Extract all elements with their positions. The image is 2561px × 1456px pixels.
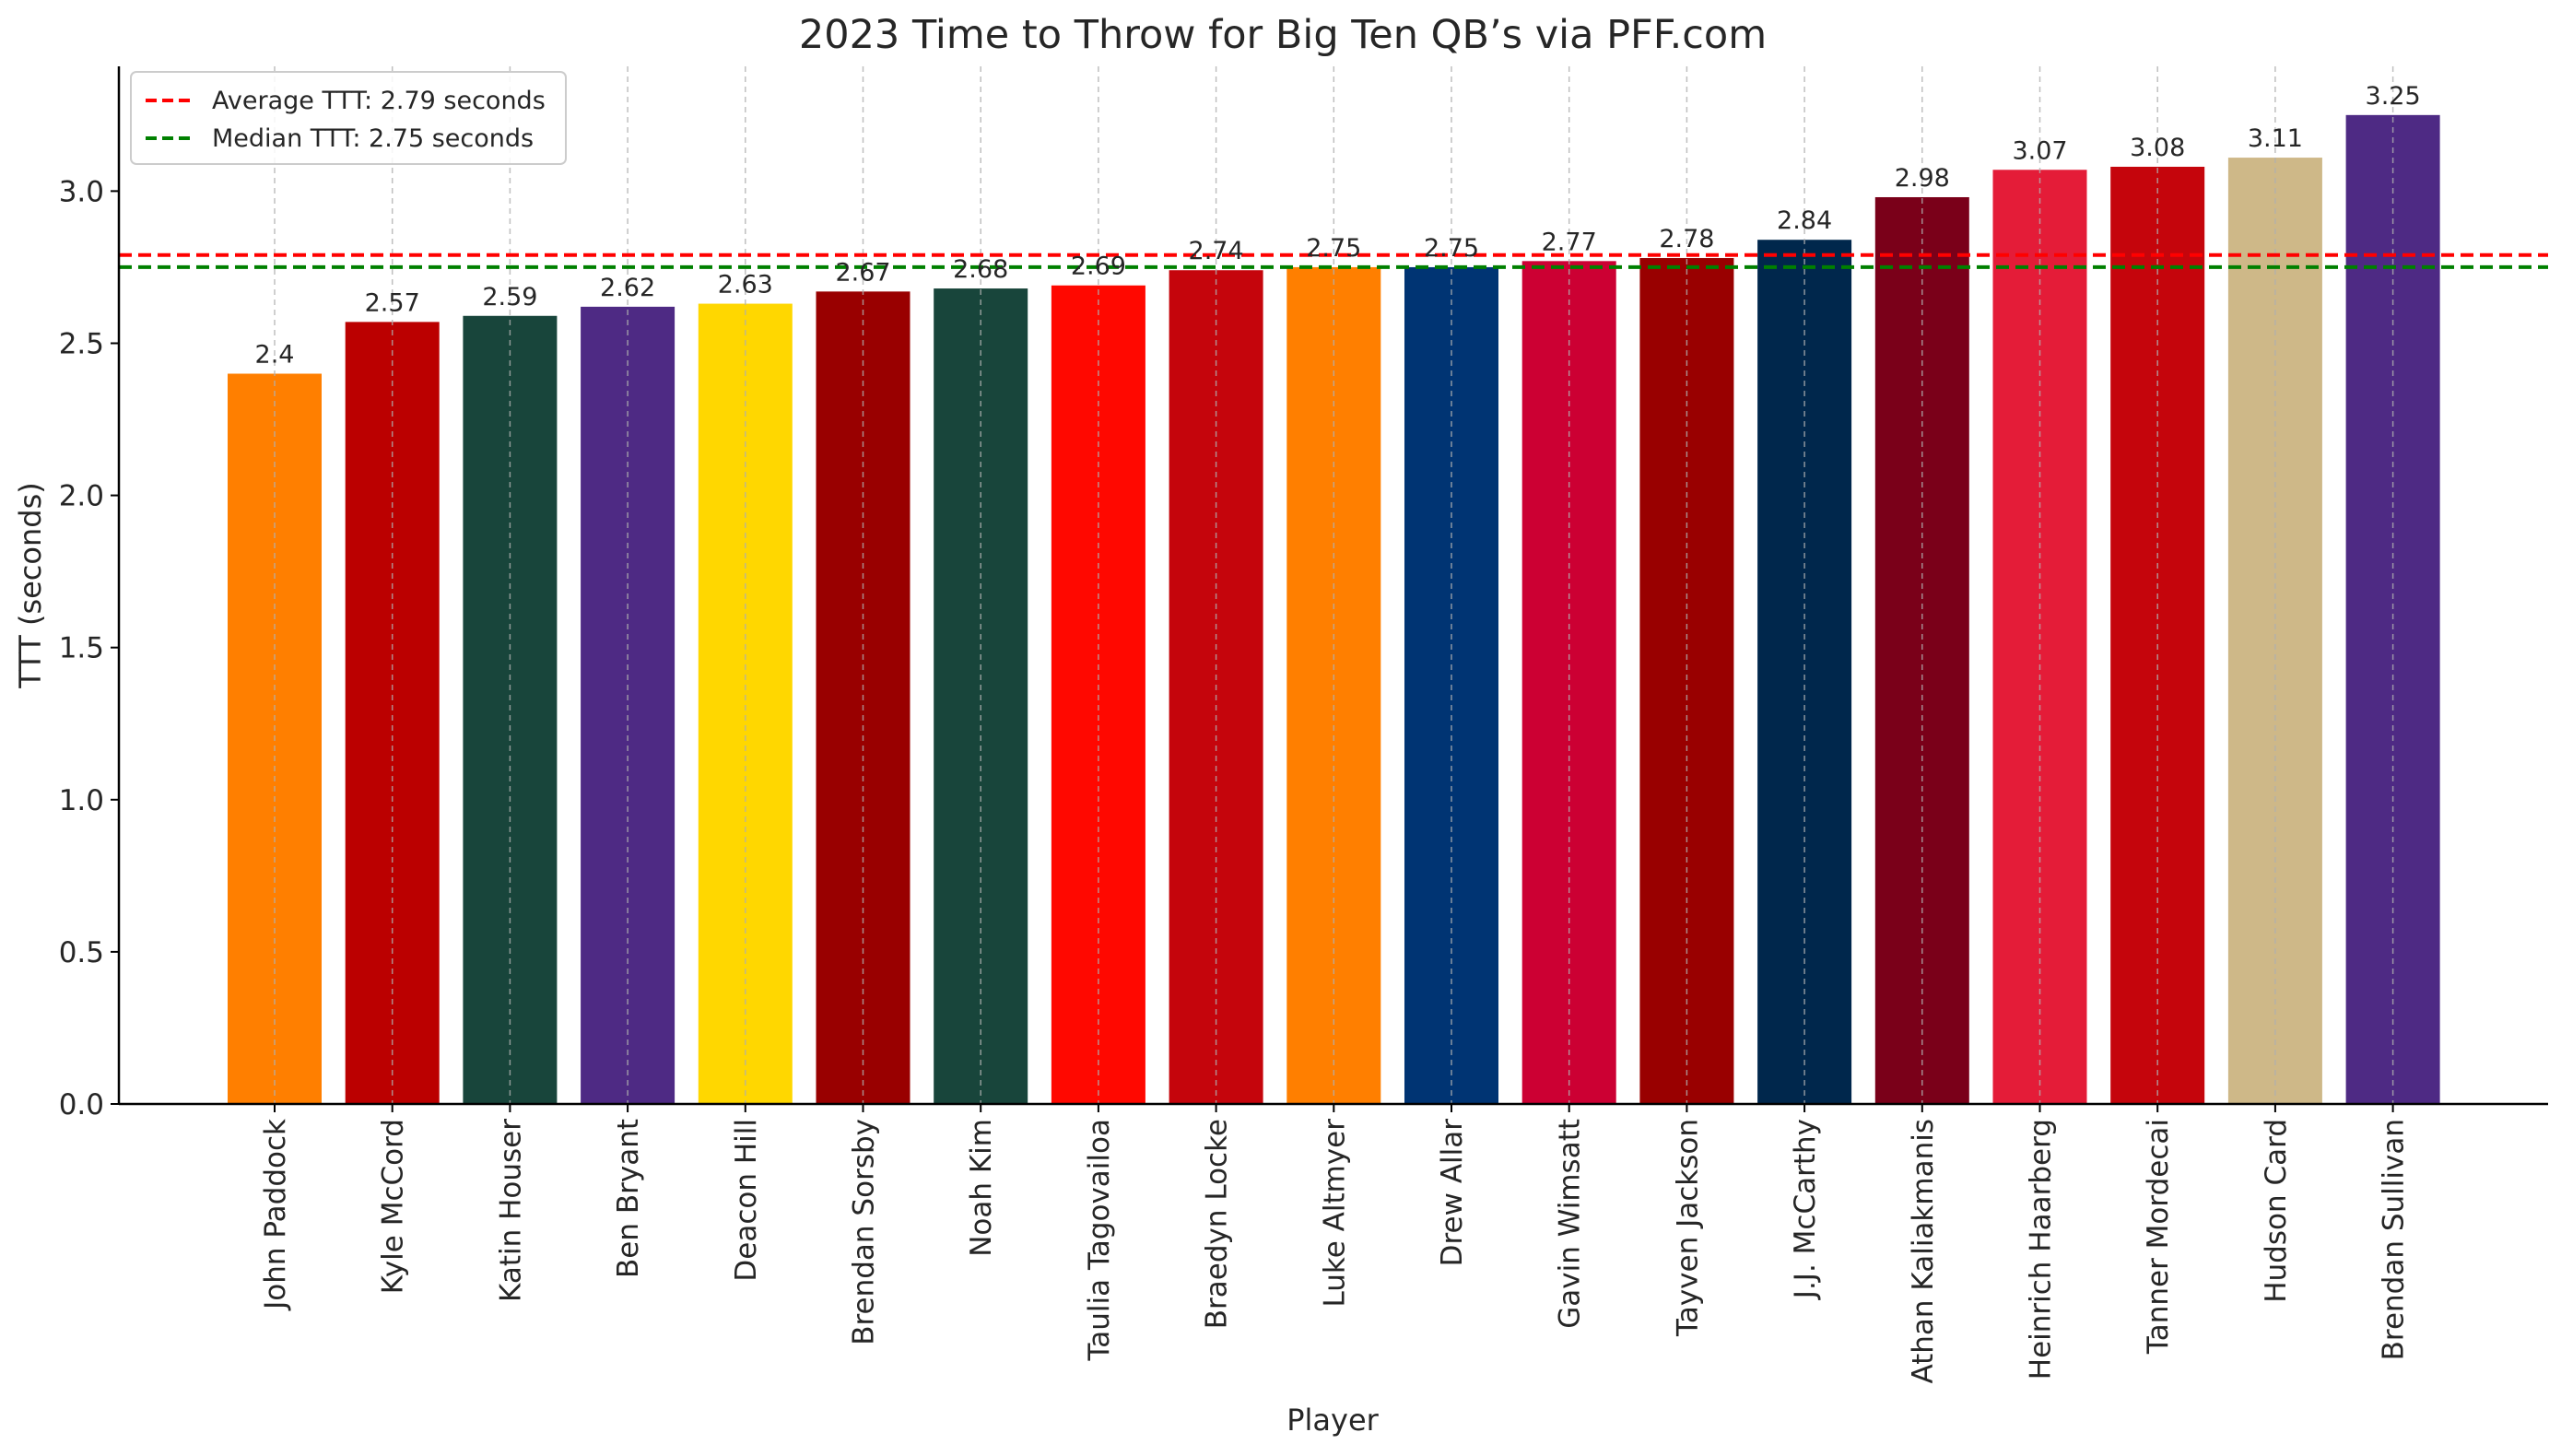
value-label: 3.11	[2248, 124, 2303, 153]
legend: Average TTT: 2.79 seconds Median TTT: 2.…	[130, 71, 567, 165]
x-tick-label: Brendan Sorsby	[848, 1119, 881, 1345]
x-axis-label: Player	[1286, 1403, 1379, 1438]
bar	[1521, 261, 1616, 1104]
value-label: 2.68	[953, 255, 1008, 284]
y-axis-label: TTT (seconds)	[13, 482, 48, 688]
y-tick-label: 1.0	[59, 784, 104, 817]
x-tick-label: Hudson Card	[2260, 1119, 2293, 1303]
value-label: 2.75	[1424, 234, 1479, 263]
value-label: 3.08	[2130, 134, 2185, 162]
x-tick-label: Deacon Hill	[730, 1119, 763, 1282]
reference-lines	[119, 252, 2548, 269]
x-tick-label: Heinrich Haarberg	[2025, 1119, 2058, 1380]
x-tick-label: Taulia Tagovailoa	[1083, 1119, 1116, 1362]
value-label: 2.67	[835, 258, 890, 287]
x-tick-label: John Paddock	[259, 1119, 292, 1311]
value-label: 2.98	[1895, 164, 1950, 193]
x-tick-label: Athan Kaliakmanis	[1907, 1119, 1940, 1384]
y-tick-label: 1.5	[59, 632, 104, 665]
value-label: 2.57	[365, 288, 420, 317]
legend-label-median: Median TTT: 2.75 seconds	[212, 124, 534, 153]
value-label: 2.78	[1659, 225, 1714, 253]
value-label: 2.77	[1542, 228, 1597, 256]
value-label: 2.74	[1189, 237, 1244, 265]
value-label: 2.75	[1306, 234, 1361, 263]
x-tick-label: Gavin Wimsatt	[1554, 1119, 1587, 1329]
x-tick-label: Braedyn Locke	[1201, 1119, 1234, 1329]
value-label: 2.4	[255, 341, 295, 370]
y-tick-label: 2.0	[59, 480, 104, 513]
x-tick-label: Brendan Sullivan	[2378, 1119, 2411, 1360]
value-label: 3.25	[2366, 82, 2421, 111]
value-label: 2.63	[718, 271, 773, 299]
x-tick-label: Luke Altmyer	[1318, 1119, 1351, 1308]
y-tick-label: 0.0	[59, 1088, 104, 1121]
chart-title: 2023 Time to Throw for Big Ten QB’s via …	[799, 12, 1767, 58]
bar	[1757, 240, 1852, 1104]
value-label: 2.69	[1071, 252, 1126, 281]
x-ticks: John Paddock Kyle McCord Katin Houser Ben B…	[259, 1104, 2411, 1384]
y-tick-label: 2.5	[59, 327, 104, 360]
value-label: 2.59	[482, 283, 537, 311]
bar	[345, 322, 440, 1104]
x-tick-label: Tayven Jackson	[1671, 1119, 1704, 1337]
grid-lines	[274, 66, 2394, 1104]
value-label: 2.84	[1777, 206, 1832, 235]
x-tick-label: J.J. McCarthy	[1789, 1119, 1822, 1300]
y-tick-label: 0.5	[59, 936, 104, 969]
value-label: 2.62	[600, 274, 655, 302]
x-tick-label: Kyle McCord	[377, 1119, 410, 1294]
bar	[2227, 158, 2322, 1105]
legend-box	[130, 71, 567, 165]
x-tick-label: Noah Kim	[965, 1119, 998, 1257]
y-tick-label: 3.0	[59, 175, 104, 208]
legend-label-average: Average TTT: 2.79 seconds	[212, 87, 546, 115]
y-ticks: 0.0 0.5 1.0 1.5 2.0 2.5 3.0	[59, 175, 119, 1121]
value-labels: 2.4 2.57 2.59 2.62 2.63 2.67 2.68 2.69 2.74 2.75 2…	[255, 82, 2421, 370]
x-tick-label: Katin Houser	[494, 1119, 527, 1302]
value-label: 3.07	[2012, 136, 2067, 165]
x-tick-label: Tanner Mordecai	[2142, 1119, 2175, 1355]
x-tick-label: Ben Bryant	[612, 1119, 645, 1278]
x-tick-label: Drew Allar	[1436, 1119, 1469, 1267]
